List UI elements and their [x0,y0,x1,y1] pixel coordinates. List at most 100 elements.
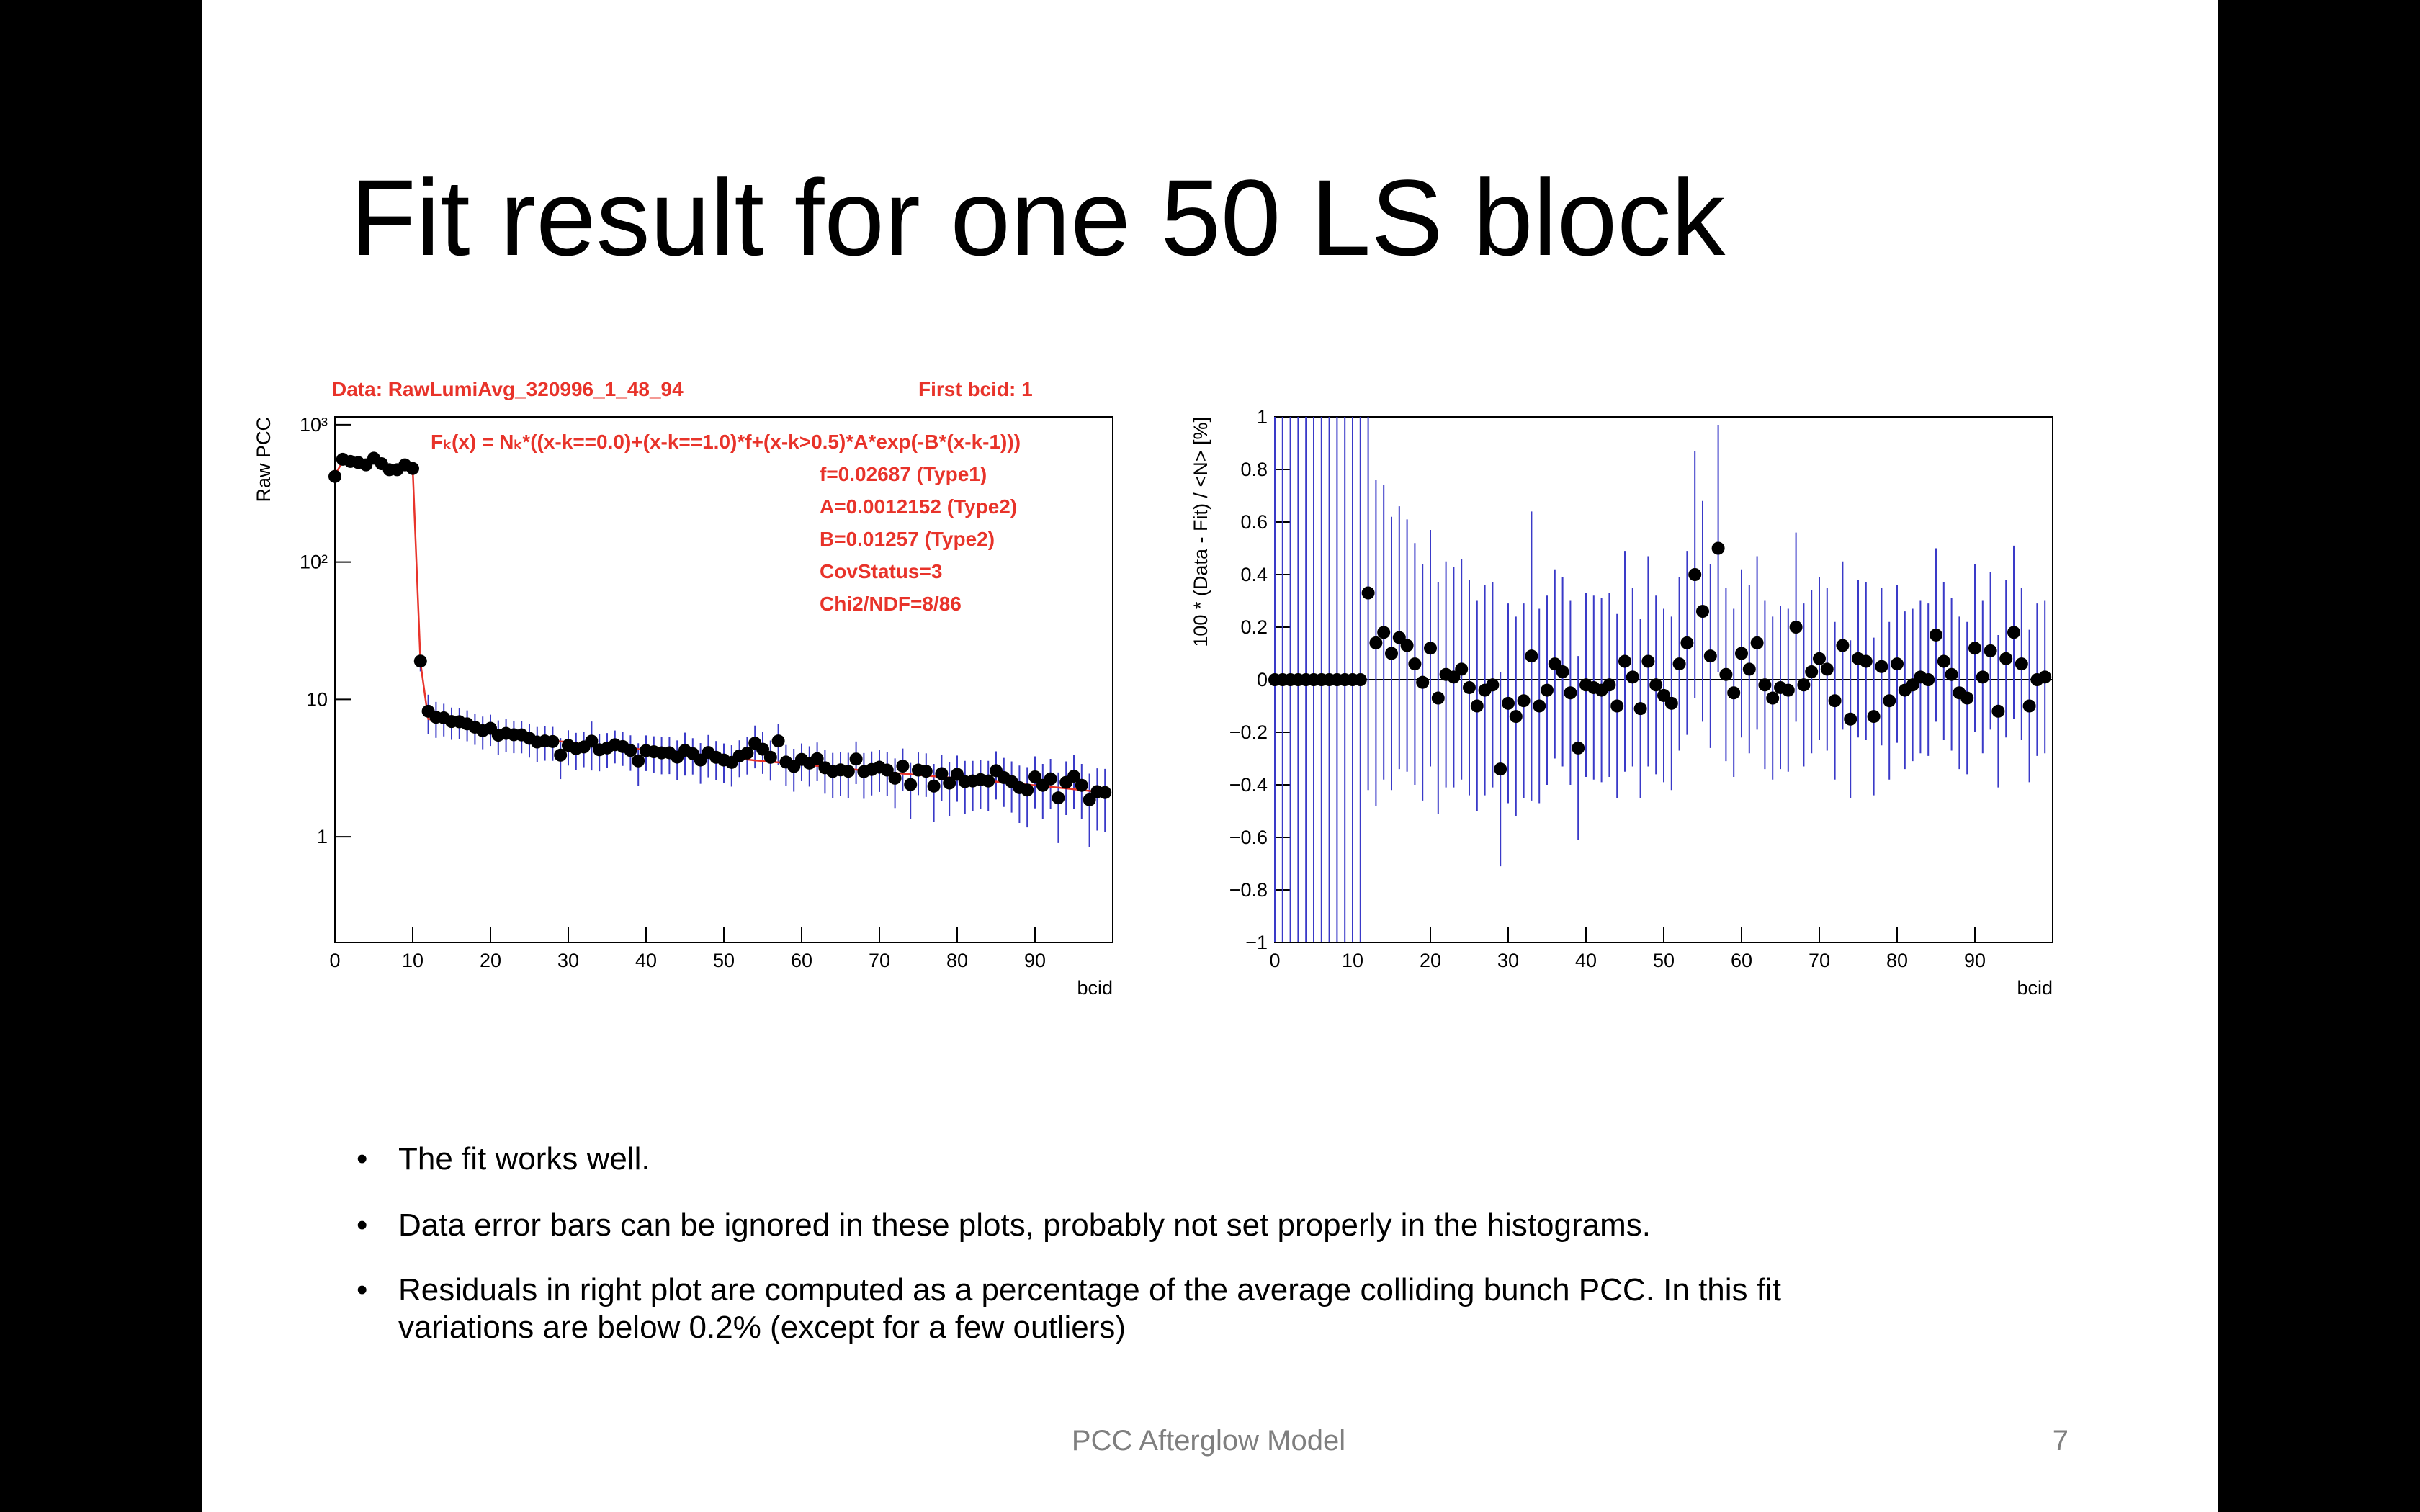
data-point [1883,694,1896,708]
bullet-dot: • [357,1141,367,1176]
y-tick-label: −0.8 [1229,879,1268,901]
y-tick-label: 0 [1257,669,1268,690]
data-point [1052,791,1065,805]
x-tick-label: 20 [480,950,501,971]
data-point [1021,783,1034,797]
x-tick-label: 30 [557,950,579,971]
data-point [1922,673,1935,686]
data-point [1828,694,1842,708]
data-point [1711,541,1725,555]
data-point [1875,660,1888,673]
data-point [1945,667,1958,681]
data-point [1424,642,1437,655]
x-axis-label: bcid [2017,977,2053,999]
data-point [1377,626,1391,639]
data-point [841,765,855,778]
data-point [904,778,918,791]
y-tick-label: 10² [300,552,328,573]
slide [202,0,2218,1512]
x-tick-label: 0 [329,950,340,971]
data-point [1556,665,1569,679]
data-point [328,469,341,483]
data-point [406,462,419,475]
data-point [1067,770,1080,783]
data-point [1844,712,1857,726]
bullet-text: Residuals in right plot are computed as … [398,1272,1781,1308]
data-point [1742,662,1756,676]
data-point [1509,710,1523,724]
data-point [1416,675,1430,689]
data-point [1813,652,1826,665]
data-point [1805,665,1819,679]
y-tick-label: 1 [317,826,328,847]
data-point [1937,654,1950,668]
bullet-dot: • [357,1272,367,1308]
data-point [1836,639,1850,652]
data-point [1098,786,1112,799]
data-point [585,734,599,748]
x-tick-label: 0 [1269,950,1280,971]
fit-parameter: A=0.0012152 (Type2) [820,495,1017,518]
fit-parameter: Chi2/NDF=8/86 [820,593,962,615]
data-point [1610,699,1624,713]
fit-parameter: B=0.01257 (Type2) [820,528,995,550]
data-point [2022,699,2036,713]
x-tick-label: 70 [869,950,890,971]
data-point [632,754,645,768]
fit-formula: Fₖ(x) = Nₖ*((x-k==0.0)+(x-k==1.0)*f+(x-k… [431,431,1021,453]
data-point [1703,649,1717,663]
data-point [1455,662,1469,676]
data-point [1672,657,1686,671]
data-point [1385,647,1398,660]
plot-header: Data: RawLumiAvg_320996_1_48_94 [332,378,684,400]
y-axis-label: Raw PCC [253,417,274,503]
data-point [1603,678,1616,692]
data-point [1991,704,2005,718]
data-point [1541,683,1554,697]
data-point [1463,680,1476,694]
data-point [1517,694,1531,708]
data-point [1525,649,1538,663]
data-point [1369,636,1383,649]
x-tick-label: 80 [946,950,968,971]
data-point [1431,691,1445,705]
bullet-text: Data error bars can be ignored in these … [398,1207,1651,1243]
y-axis-label: 100 * (Data - Fit) / <N> [%] [1190,417,1211,647]
data-point [1930,628,1942,642]
data-point [1486,678,1500,692]
x-tick-label: 90 [1024,950,1046,971]
data-point [1968,642,1981,655]
data-point [1649,678,1663,692]
x-tick-label: 10 [1342,950,1363,971]
data-point [1789,621,1803,634]
data-point [1735,647,1748,660]
data-point [2015,657,2028,671]
y-tick-label: −0.6 [1229,827,1268,848]
data-point [896,760,910,773]
data-point [546,734,560,748]
data-point [1727,686,1741,700]
data-point [943,776,956,790]
x-tick-label: 60 [791,950,812,971]
fit-parameter: CovStatus=3 [820,560,942,582]
data-point [849,752,863,766]
data-point [919,765,933,778]
data-point [763,750,777,764]
data-point [771,734,785,748]
data-point [1758,678,1772,692]
data-point [756,742,769,756]
data-point [1502,696,1515,710]
plot-header: First bcid: 1 [918,378,1033,400]
data-point [1075,778,1088,792]
x-tick-label: 70 [1809,950,1830,971]
data-point [1781,683,1795,697]
data-point [1641,654,1655,668]
x-tick-label: 60 [1731,950,1752,971]
data-point [1688,568,1702,581]
data-point [1447,670,1461,684]
y-tick-label: 0.6 [1240,511,1268,533]
x-tick-label: 50 [713,950,735,971]
data-point [888,771,902,785]
y-tick-label: 1 [1257,406,1268,428]
data-point [1494,762,1507,776]
